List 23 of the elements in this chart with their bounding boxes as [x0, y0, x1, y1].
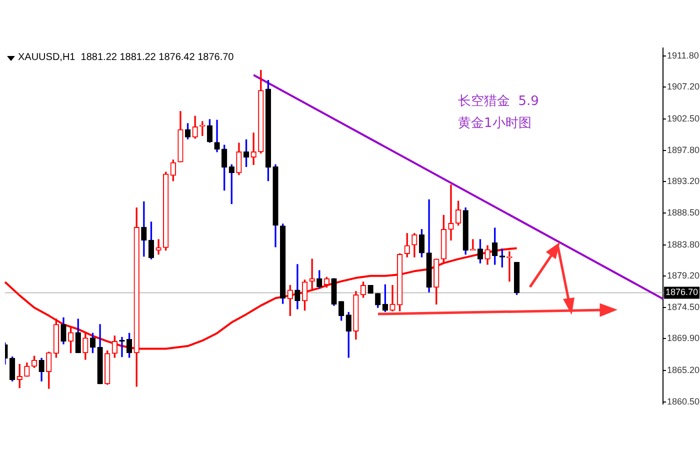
chart-title: XAUUSD,H1 1881.22 1881.22 1876.42 1876.70 [18, 52, 234, 63]
y-tick-label: 1897.80 [667, 144, 700, 155]
y-tick-label: 1869.90 [667, 333, 700, 344]
candlestick [368, 285, 374, 294]
annotation: 长空猎金 5.9 [458, 93, 539, 110]
candlestick [448, 184, 454, 240]
y-tick-label: 1902.50 [667, 113, 700, 124]
y-tick-label: 1883.80 [667, 239, 700, 250]
y-tick-label: 1911.80 [667, 50, 699, 61]
candlestick [390, 285, 396, 312]
ref-line-label: 1876.70 [666, 287, 698, 298]
candlestick [156, 239, 162, 255]
annotation: 黄金1小时图 [458, 115, 532, 132]
y-tick-label: 1907.20 [667, 82, 700, 92]
candlestick [294, 264, 300, 310]
candlestick [250, 132, 256, 165]
y-tick-label: 1860.50 [667, 396, 700, 406]
y-tick-label: 1888.50 [667, 208, 700, 218]
candlestick [214, 120, 220, 152]
y-tick-label: 1874.50 [667, 302, 700, 312]
y-tick-label: 1893.20 [667, 176, 700, 186]
y-tick-label: 1865.20 [667, 364, 700, 375]
y-tick-label: 1879.20 [667, 270, 700, 280]
